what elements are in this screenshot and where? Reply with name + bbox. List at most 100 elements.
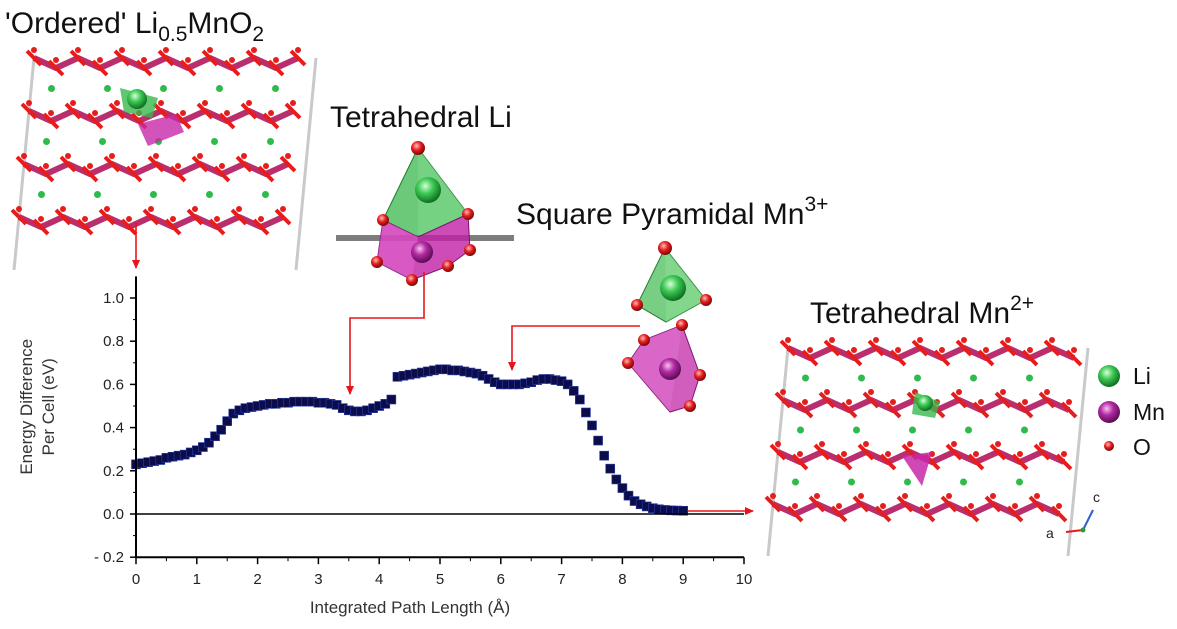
mno2-layer bbox=[20, 100, 302, 145]
mn-o-bond bbox=[218, 112, 236, 130]
mn-o-bond bbox=[950, 391, 968, 409]
data-point bbox=[210, 431, 220, 442]
data-point bbox=[587, 420, 597, 431]
x-tick-label: 6 bbox=[497, 571, 505, 588]
y-tick-label: 0.6 bbox=[103, 376, 124, 393]
mn-o-bond bbox=[142, 208, 160, 226]
label-ordered: 'Ordered' Li0.5MnO2 bbox=[5, 7, 264, 46]
arrow-tetrahedral-li bbox=[346, 272, 425, 395]
mn-o-bond bbox=[1065, 349, 1083, 367]
legend-label-li: Li bbox=[1133, 363, 1151, 389]
mn-o-bond bbox=[1016, 401, 1034, 419]
x-axis-ticks: 0 1 2 3 4 5 6 7 8 9 10 bbox=[132, 557, 753, 588]
mno2-layer bbox=[779, 337, 1083, 382]
mn-o-bond bbox=[796, 401, 814, 419]
o-atom bbox=[1027, 347, 1033, 353]
mn-o-bond bbox=[240, 102, 258, 120]
legend-label-o: O bbox=[1133, 434, 1151, 460]
mn-o-bond bbox=[1060, 401, 1078, 419]
mn-o-bond bbox=[779, 339, 797, 357]
o-atom bbox=[846, 399, 852, 405]
li-atom bbox=[216, 85, 223, 92]
li-atom bbox=[272, 85, 279, 92]
o-atom bbox=[82, 216, 88, 222]
mn-o-bond bbox=[874, 505, 892, 523]
o-atom bbox=[1061, 451, 1067, 457]
o-atom bbox=[917, 337, 923, 343]
o-atom bbox=[175, 163, 181, 169]
data-point bbox=[575, 394, 585, 405]
mn-o-bond bbox=[845, 349, 863, 367]
mn-o-bond bbox=[81, 165, 99, 183]
mn-o-bond bbox=[10, 208, 28, 226]
o-atom bbox=[836, 503, 842, 509]
mn-o-bond bbox=[152, 102, 170, 120]
o-atom bbox=[126, 216, 132, 222]
mn-o-bond bbox=[32, 218, 50, 236]
data-point bbox=[617, 483, 628, 493]
o-atom bbox=[1017, 451, 1023, 457]
o-atom bbox=[31, 47, 37, 53]
mn-o-bond bbox=[769, 443, 787, 461]
mn-o-bond bbox=[1028, 495, 1046, 513]
o-atom bbox=[868, 389, 874, 395]
mn-o-bond bbox=[940, 495, 958, 513]
o-atom bbox=[246, 100, 252, 106]
square-pyramidal-mn-polyhedron bbox=[622, 241, 712, 413]
x-tick-label: 10 bbox=[736, 571, 753, 588]
o-atom bbox=[109, 153, 115, 159]
o-atom bbox=[280, 206, 286, 212]
x-tick-label: 1 bbox=[193, 571, 201, 588]
x-tick-label: 9 bbox=[679, 571, 687, 588]
mn-o-bond bbox=[284, 102, 302, 120]
mn-o-bond bbox=[20, 102, 38, 120]
o-atom bbox=[770, 493, 776, 499]
li-atom bbox=[211, 138, 218, 145]
o-atom bbox=[158, 100, 164, 106]
li-atom bbox=[48, 85, 55, 92]
o-atom bbox=[961, 337, 967, 343]
atom-legend: Li Mn O bbox=[1098, 363, 1165, 460]
mn-o-bond bbox=[230, 208, 248, 226]
o-atom bbox=[1012, 503, 1018, 509]
data-point bbox=[611, 474, 622, 485]
mn-o-bond bbox=[884, 401, 902, 419]
crystal-structure-ordered bbox=[10, 47, 318, 271]
mn-o-bond bbox=[169, 165, 187, 183]
mn-o-bond bbox=[933, 349, 951, 367]
li-atom bbox=[970, 374, 977, 382]
mn-o-bond bbox=[840, 401, 858, 419]
mn-o-bond bbox=[945, 443, 963, 461]
li-atom bbox=[160, 85, 167, 92]
data-point bbox=[593, 435, 603, 446]
o-atom bbox=[951, 441, 957, 447]
data-point bbox=[678, 505, 689, 516]
legend-item-li: Li bbox=[1098, 363, 1151, 389]
mn-o-bond bbox=[135, 59, 153, 77]
o-atom bbox=[163, 47, 169, 53]
mn-o-bond bbox=[764, 495, 782, 513]
o-atom bbox=[1066, 399, 1072, 405]
li-atom bbox=[262, 191, 269, 198]
o-atom bbox=[251, 47, 257, 53]
o-atom bbox=[841, 451, 847, 457]
o-atom bbox=[1056, 503, 1062, 509]
o-atom bbox=[43, 163, 49, 169]
mn-o-bond bbox=[867, 339, 885, 357]
o-atom bbox=[92, 110, 98, 116]
o-atom bbox=[946, 493, 952, 499]
li-atom bbox=[104, 85, 111, 92]
mn-o-bond bbox=[1055, 453, 1073, 471]
o-atom bbox=[202, 100, 208, 106]
o-atom bbox=[968, 503, 974, 509]
mn-o-bond bbox=[15, 155, 33, 173]
x-tick-label: 7 bbox=[557, 571, 565, 588]
mn-o-bond bbox=[977, 349, 995, 367]
mn-o-bond bbox=[774, 391, 792, 409]
mn-o-bond bbox=[879, 453, 897, 471]
mno2-layer bbox=[764, 493, 1068, 523]
mn-o-bond bbox=[245, 49, 263, 67]
o-atom bbox=[53, 57, 59, 63]
o-atom bbox=[97, 57, 103, 63]
